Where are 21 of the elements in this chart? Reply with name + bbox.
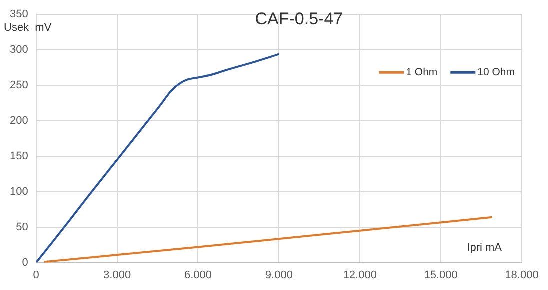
- line-series: [36, 53, 280, 263]
- y-tick-label: 100: [10, 186, 28, 198]
- y-tick-label: 150: [10, 150, 28, 162]
- y-tick-label: 250: [10, 80, 28, 92]
- x-tick-label: 0: [33, 269, 40, 282]
- x-tick-label: 3.000: [104, 269, 132, 282]
- y-tick-label: 0: [22, 256, 28, 269]
- x-tick-label: 15.000: [424, 269, 458, 282]
- y-tick-label: 300: [10, 44, 28, 56]
- x-axis-title: Ipri mA: [467, 242, 503, 254]
- y-tick-label: 350: [10, 8, 28, 21]
- x-tick-label: 9.000: [265, 269, 293, 282]
- x-tick-label: 6.000: [184, 269, 212, 282]
- y-tick-label: 50: [16, 221, 28, 234]
- y-tick-label: 200: [10, 115, 28, 128]
- x-tick-label: 12.000: [343, 269, 377, 282]
- chart-title: CAF-0.5-47: [255, 10, 344, 29]
- legend-label: 10 Ohm: [478, 66, 516, 78]
- x-tick-label: 18.000: [505, 269, 539, 282]
- legend-label: 1 Ohm: [406, 66, 438, 78]
- y-axis-title: Usek mV: [4, 22, 52, 34]
